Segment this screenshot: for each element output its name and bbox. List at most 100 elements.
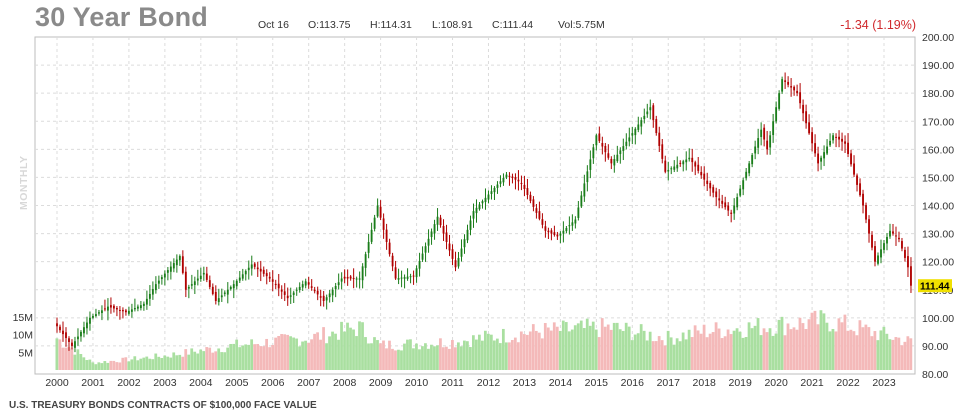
candle-body [199,275,202,280]
candle-body [484,197,487,203]
volume-bar [451,339,454,370]
volume-bar [552,322,556,370]
candle-body [904,249,906,258]
candle-body [670,168,673,170]
volume-readout: Vol:5.75M [558,19,605,31]
volume-bar [651,341,655,370]
year-tick-label: 2004 [189,377,213,389]
candle-body [490,191,493,195]
price-tick-label: 180.00 [922,88,954,100]
volume-bar [169,357,173,370]
volume-bar [100,363,104,370]
volume-bar [91,362,95,370]
volume-bar [157,356,161,370]
candle-body [331,289,334,296]
candle-body [652,105,655,121]
volume-bar [139,358,143,370]
volume-bar [313,333,316,370]
volume-bar [489,334,493,370]
volume-bar [516,342,520,370]
price-tick-label: 150.00 [922,172,954,184]
volume-bar [510,340,514,370]
candle-body [847,142,849,155]
volume-bar [504,342,508,370]
candle-body [148,293,151,299]
candle-body [424,246,427,253]
volume-bar [669,337,673,370]
volume-bar [537,332,541,370]
candle-body [838,136,840,140]
candle-body [59,326,61,331]
candle-body [646,111,649,115]
year-tick-label: 2003 [153,377,177,389]
candle-body [622,146,625,151]
volume-bar [190,348,194,370]
volume-bar [549,330,553,370]
volume-bar [202,351,206,370]
volume-bar [567,331,571,370]
volume-bar [370,343,373,370]
candle-body [673,166,676,170]
candle-body [301,284,304,288]
candle-body [298,286,301,290]
candle-body [289,295,292,297]
candle-body [328,293,331,298]
volume-bar [747,322,751,370]
candle-body [361,266,364,281]
volume-bar [127,361,131,370]
candle-body [781,79,784,92]
volume-bar [843,314,847,370]
volume-bar [495,338,499,370]
volume-bar [466,341,469,370]
volume-bar [208,347,212,370]
candle-body [107,306,109,311]
volume-bar [232,343,236,370]
volume-bar [85,360,89,370]
volume-bar [196,353,200,370]
candle-body [628,137,631,142]
candle-body [352,277,355,279]
volume-bar [744,337,748,370]
volume-bar [870,336,874,370]
volume-bar [684,339,688,370]
candle-body [511,176,514,178]
volume-bar [750,328,754,370]
volume-bar [762,328,766,370]
volume-bar [705,337,709,370]
candle-body [454,260,457,268]
candle-body [196,278,199,281]
volume-bar [741,337,745,370]
volume-bar [810,312,814,370]
candle-body [475,207,478,214]
year-tick-label: 2000 [45,377,69,389]
candle-body [232,284,235,289]
volume-bar [178,354,182,370]
volume-bar [298,346,301,370]
candle-body [364,254,367,268]
candle-body [814,143,817,154]
candle-body [418,260,421,269]
candle-body [469,220,472,230]
candle-body [448,243,451,251]
volume-bar [681,332,685,370]
volume-bar [133,356,137,370]
volume-bar [286,334,289,370]
candle-body [529,194,532,201]
candle-body [113,305,115,309]
year-tick-label: 2016 [621,377,645,389]
candle-body [481,201,484,204]
candle-body [607,153,610,158]
candle-body [415,268,418,278]
candle-body [268,276,271,279]
candle-body [544,226,547,231]
volume-bar [388,340,391,370]
candle-body [80,331,82,337]
candle-body [472,211,475,219]
volume-bar [873,331,877,370]
candle-body [694,162,697,167]
candle-body [796,90,799,94]
candle-body [262,269,265,274]
candle-body [778,93,781,109]
candle-body [691,157,694,163]
